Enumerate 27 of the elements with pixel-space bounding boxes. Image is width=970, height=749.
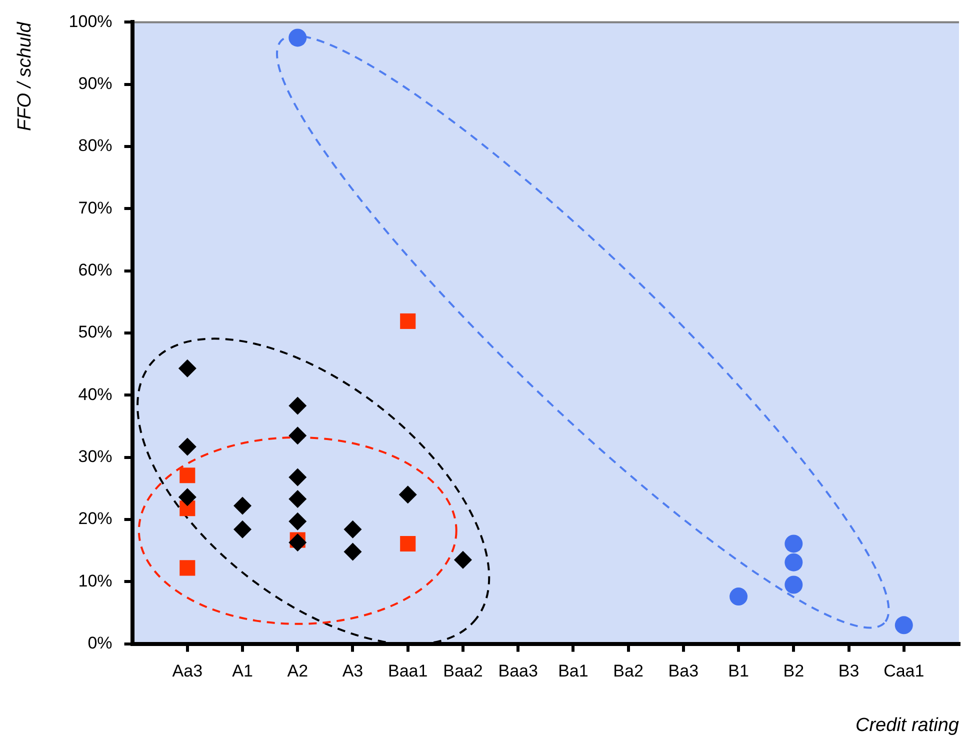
y-tick-label: 40% [78,384,112,404]
y-tick-label: 60% [78,260,112,280]
x-tick-label: Baa1 [388,662,428,681]
y-tick-label: 90% [78,74,112,94]
x-tick-label: A3 [342,662,364,681]
y-tick-label: 30% [78,447,112,466]
x-tick-label: Ba2 [613,662,644,681]
y-tick-label: 100% [68,12,112,31]
x-tick-label: Caa1 [884,662,924,681]
y-tick-label: 10% [78,571,112,590]
y-tick-label: 80% [78,136,112,156]
x-axis-title: Credit rating [856,714,960,736]
y-axis-title: FFO / schuld [14,20,36,131]
x-tick-label: Ba3 [668,662,699,681]
x-tick-label: A2 [287,662,308,681]
x-tick-label: B2 [783,662,804,681]
x-tick-label: A1 [232,662,253,681]
y-tick-label: 20% [78,509,112,528]
x-tick-label: B3 [838,662,860,681]
x-tick-label: B1 [728,662,749,681]
y-tick-label: 0% [88,633,112,652]
x-tick-label: Baa2 [443,662,483,681]
y-tick-label: 50% [78,322,112,342]
x-tick-label: Aa3 [172,662,203,681]
x-tick-label: Ba1 [558,662,588,681]
y-tick-label: 70% [78,198,112,218]
x-tick-label: Baa3 [498,662,538,681]
